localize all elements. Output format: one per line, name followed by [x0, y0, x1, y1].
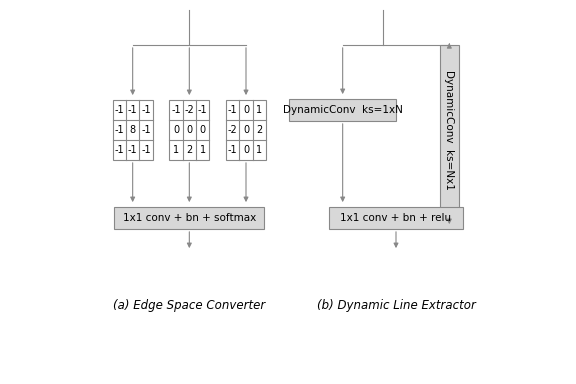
Text: (a) Edge Space Converter: (a) Edge Space Converter	[113, 298, 266, 311]
Text: -1: -1	[141, 145, 151, 155]
Text: DynamicConv  ks=Nx1: DynamicConv ks=Nx1	[444, 70, 454, 190]
Text: -1: -1	[115, 105, 124, 115]
Text: 1: 1	[256, 145, 263, 155]
Text: 1: 1	[173, 145, 179, 155]
Bar	[114, 207, 264, 229]
Text: 0: 0	[243, 145, 249, 155]
Text: (b) Dynamic Line Extractor: (b) Dynamic Line Extractor	[317, 298, 475, 311]
Text: 0: 0	[200, 125, 206, 135]
Text: -1: -1	[228, 145, 237, 155]
Text: -1: -1	[115, 145, 124, 155]
Text: 2: 2	[256, 125, 263, 135]
Text: -1: -1	[141, 125, 151, 135]
Bar	[226, 100, 266, 160]
Text: 1: 1	[256, 105, 263, 115]
Text: -1: -1	[141, 105, 151, 115]
Text: -1: -1	[228, 105, 237, 115]
Bar	[329, 207, 463, 229]
Text: 0: 0	[173, 125, 179, 135]
Text: 0: 0	[243, 105, 249, 115]
Text: -1: -1	[128, 105, 138, 115]
Bar	[289, 99, 396, 121]
Text: 0: 0	[243, 125, 249, 135]
Text: 2: 2	[186, 145, 192, 155]
Text: -1: -1	[171, 105, 181, 115]
Text: 8: 8	[130, 125, 136, 135]
Text: 1x1 conv + bn + softmax: 1x1 conv + bn + softmax	[123, 213, 256, 223]
Text: -1: -1	[115, 125, 124, 135]
Text: 0: 0	[186, 125, 192, 135]
Bar	[440, 45, 458, 215]
Text: -1: -1	[198, 105, 207, 115]
Text: DynamicConv  ks=1xN: DynamicConv ks=1xN	[283, 105, 403, 115]
Text: -2: -2	[184, 105, 194, 115]
Text: -1: -1	[128, 145, 138, 155]
Bar	[169, 100, 209, 160]
Text: 1x1 conv + bn + relu: 1x1 conv + bn + relu	[340, 213, 452, 223]
Text: -2: -2	[228, 125, 237, 135]
Bar	[113, 100, 153, 160]
Text: 1: 1	[200, 145, 206, 155]
